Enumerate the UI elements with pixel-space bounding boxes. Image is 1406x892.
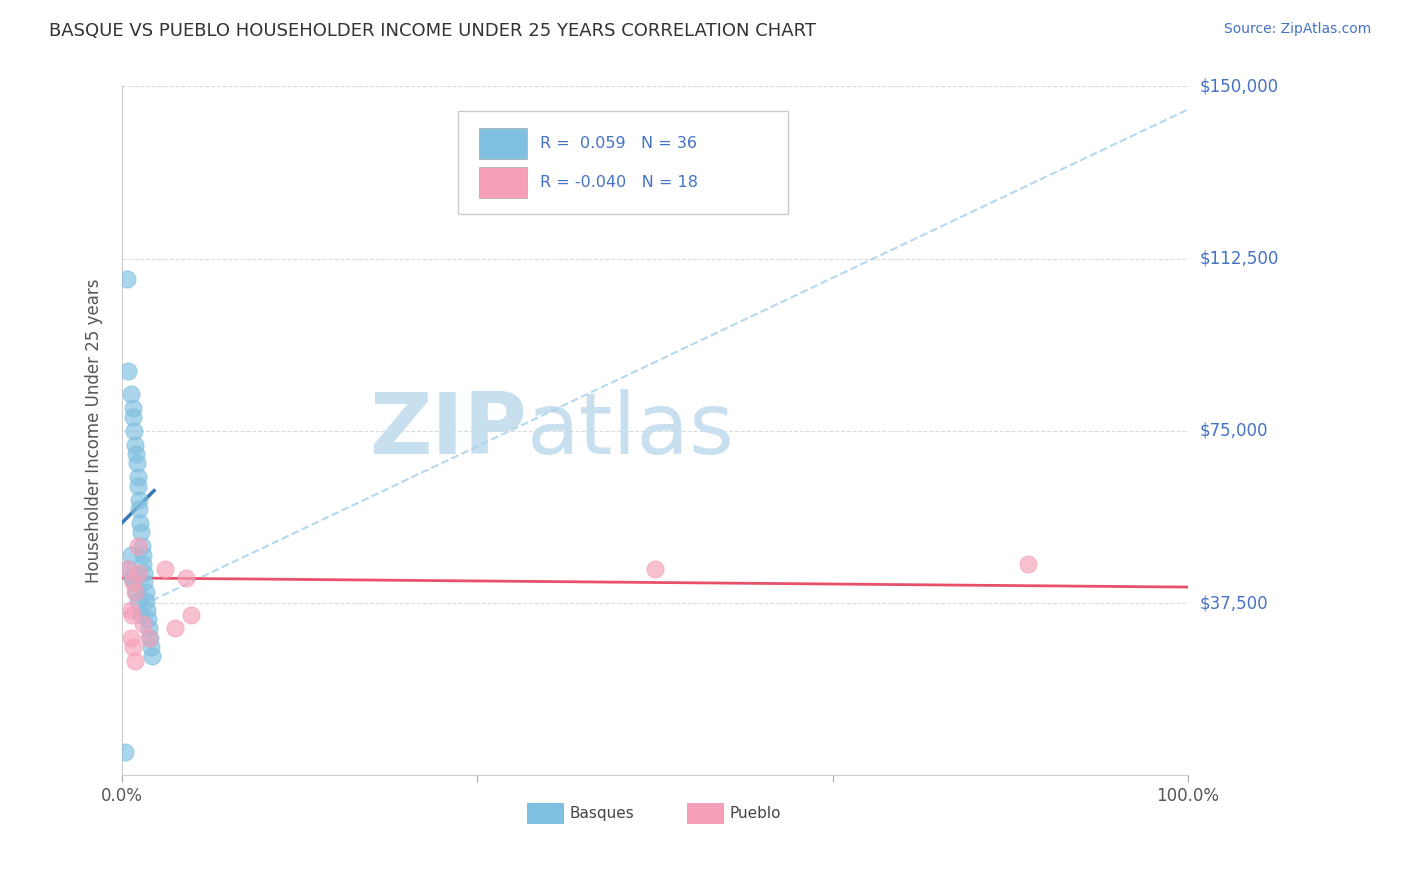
Point	[127, 594, 149, 608]
Point	[125, 584, 148, 599]
Point	[124, 438, 146, 452]
Point	[644, 562, 666, 576]
Point	[139, 631, 162, 645]
Text: Pueblo: Pueblo	[730, 805, 782, 821]
Point	[117, 272, 139, 286]
Point	[121, 410, 143, 425]
Point	[138, 622, 160, 636]
Point	[141, 648, 163, 663]
Text: $150,000: $150,000	[1199, 78, 1278, 95]
Text: BASQUE VS PUEBLO HOUSEHOLDER INCOME UNDER 25 YEARS CORRELATION CHART: BASQUE VS PUEBLO HOUSEHOLDER INCOME UNDE…	[49, 22, 817, 40]
Point	[128, 502, 150, 516]
FancyBboxPatch shape	[458, 111, 789, 214]
Bar	[479, 128, 527, 159]
Point	[114, 746, 136, 760]
Point	[127, 470, 149, 484]
Point	[120, 548, 142, 562]
Point	[135, 603, 157, 617]
Point	[132, 616, 155, 631]
Point	[174, 571, 197, 585]
Point	[122, 424, 145, 438]
Point	[128, 492, 150, 507]
Point	[127, 566, 149, 581]
Point	[117, 364, 139, 378]
Point	[125, 456, 148, 470]
Point	[120, 387, 142, 401]
Point	[129, 516, 152, 530]
Point	[121, 401, 143, 415]
Point	[122, 575, 145, 590]
Text: Source: ZipAtlas.com: Source: ZipAtlas.com	[1223, 22, 1371, 37]
Point	[134, 584, 156, 599]
Text: R =  0.059   N = 36: R = 0.059 N = 36	[540, 136, 697, 151]
Point	[120, 603, 142, 617]
Point	[117, 562, 139, 576]
Point	[136, 612, 159, 626]
Point	[180, 607, 202, 622]
Point	[132, 548, 155, 562]
Text: atlas: atlas	[527, 390, 735, 473]
Point	[134, 575, 156, 590]
Point	[139, 640, 162, 654]
Y-axis label: Householder Income Under 25 years: Householder Income Under 25 years	[86, 278, 103, 583]
Bar	[479, 167, 527, 198]
Point	[134, 594, 156, 608]
Text: ZIP: ZIP	[370, 390, 527, 473]
Point	[121, 575, 143, 590]
Text: R = -0.040   N = 18: R = -0.040 N = 18	[540, 176, 697, 190]
Point	[121, 640, 143, 654]
Text: $75,000: $75,000	[1199, 422, 1268, 440]
Point	[127, 479, 149, 493]
Point	[132, 557, 155, 571]
Point	[165, 622, 187, 636]
Point	[127, 539, 149, 553]
Point	[138, 631, 160, 645]
Point	[121, 607, 143, 622]
Point	[124, 654, 146, 668]
Text: $112,500: $112,500	[1199, 250, 1278, 268]
Text: $37,500: $37,500	[1199, 594, 1268, 612]
Point	[129, 524, 152, 539]
Point	[131, 539, 153, 553]
Point	[153, 562, 176, 576]
Text: Basques: Basques	[569, 805, 634, 821]
Bar	[688, 803, 724, 823]
Point	[1017, 557, 1039, 571]
Point	[134, 566, 156, 581]
Point	[129, 607, 152, 622]
Bar	[527, 803, 564, 823]
Point	[117, 562, 139, 576]
Point	[124, 584, 146, 599]
Point	[120, 631, 142, 645]
Point	[125, 447, 148, 461]
Point	[121, 571, 143, 585]
